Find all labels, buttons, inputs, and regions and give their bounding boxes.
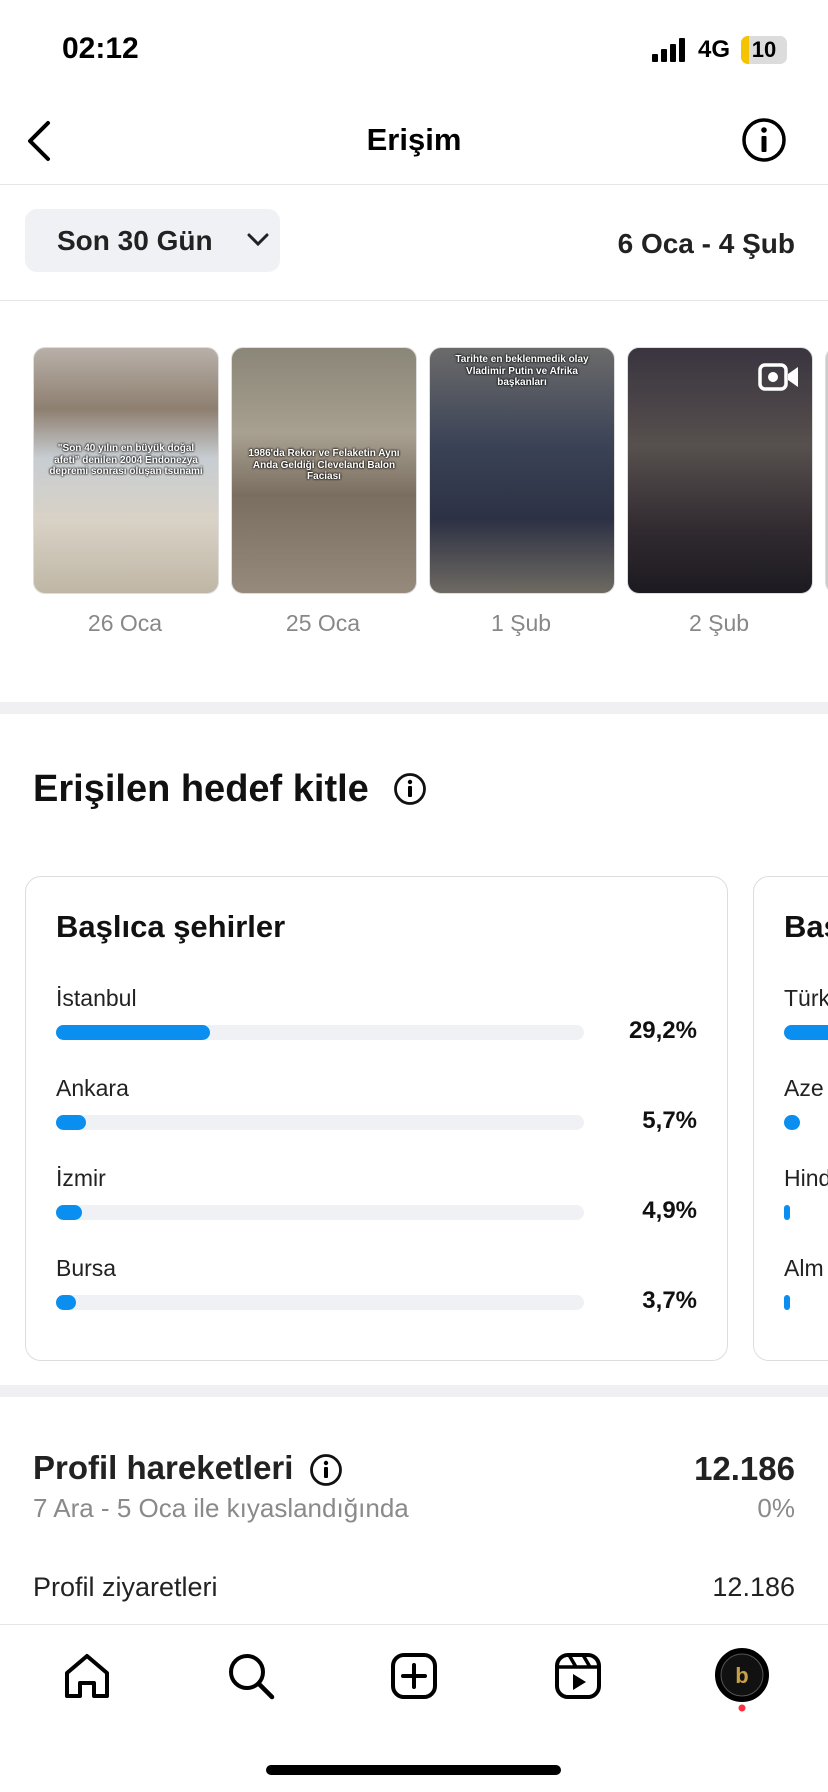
card-title: Baş xyxy=(784,909,828,944)
post-thumbnail[interactable]: 316 xyxy=(627,347,813,594)
back-button[interactable] xyxy=(24,120,54,162)
city-percent: 4,9% xyxy=(642,1197,697,1224)
bar-track xyxy=(56,1025,584,1040)
signal-icon xyxy=(652,38,685,62)
section-gap xyxy=(0,702,828,714)
search-tab[interactable] xyxy=(226,1651,276,1701)
network: 4G xyxy=(698,36,731,63)
city-percent: 5,7% xyxy=(642,1107,697,1134)
city-name: Bursa xyxy=(56,1255,117,1281)
date-range: 6 Oca - 4 Şub xyxy=(617,228,795,259)
home-tab[interactable] xyxy=(62,1651,112,1701)
post-date: 25 Oca xyxy=(285,610,361,636)
visits-label: Profil ziyaretleri xyxy=(33,1572,218,1602)
country-name: Hind xyxy=(784,1165,828,1191)
video-icon xyxy=(758,363,798,391)
period-label: Son 30 Gün xyxy=(57,225,213,256)
cities-card: Başlıca şehirler İstanbul 29,2% Ankara 5,7%… xyxy=(25,876,728,1361)
bar-track xyxy=(784,1115,800,1130)
home-indicator xyxy=(266,1765,561,1775)
info-button[interactable] xyxy=(741,117,787,163)
post-thumbnail[interactable]: Tarihte en beklenmedik olay Vladimir Put… xyxy=(429,347,615,594)
bar-track xyxy=(784,1205,790,1220)
country-name: Alm xyxy=(784,1255,824,1281)
city-percent: 3,7% xyxy=(642,1287,697,1314)
bar-track xyxy=(784,1295,790,1310)
reels-tab[interactable] xyxy=(553,1651,603,1701)
time: 02:12 xyxy=(62,32,139,65)
post-date: 26 Oca xyxy=(87,610,163,636)
info-icon[interactable] xyxy=(393,772,427,806)
post-date: 1 Şub xyxy=(490,610,552,636)
create-tab[interactable] xyxy=(389,1651,439,1701)
profile-change: 0% xyxy=(757,1493,795,1523)
card-title: Başlıca şehirler xyxy=(56,909,286,944)
countries-card: Baş Türk Aze Hind Alm xyxy=(753,876,828,1361)
city-name: İstanbul xyxy=(56,985,137,1011)
bar xyxy=(56,1025,211,1040)
battery: 10 xyxy=(741,36,787,64)
divider xyxy=(0,184,828,185)
profile-tab[interactable]: b xyxy=(714,1647,770,1713)
city-name: İzmir xyxy=(56,1165,106,1191)
tab-bar: b xyxy=(0,1624,828,1792)
post-caption: "Son 40 yılın en büyük doğal afeti" deni… xyxy=(49,443,203,477)
city-name: Ankara xyxy=(56,1075,129,1101)
compare-range: 7 Ara - 5 Oca ile kıyaslandığında xyxy=(33,1493,409,1523)
post-thumbnail[interactable]: "Son 40 yılın en büyük doğal afeti" deni… xyxy=(33,347,219,594)
bar xyxy=(56,1205,82,1220)
city-percent: 29,2% xyxy=(628,1017,697,1044)
post-date: 2 Şub xyxy=(688,610,750,636)
divider xyxy=(0,300,828,301)
battery-level: 10 xyxy=(751,37,777,62)
post-caption: Tarihte en beklenmedik olay Vladimir Put… xyxy=(455,354,589,388)
country-name: Türk xyxy=(784,985,828,1011)
bar xyxy=(56,1295,76,1310)
period-dropdown[interactable]: Son 30 Gün xyxy=(25,209,280,272)
section-title: Erişilen hedef kitle xyxy=(33,768,369,810)
bar-track xyxy=(56,1295,584,1310)
profile-total: 12.186 xyxy=(694,1450,795,1487)
chevron xyxy=(247,233,269,247)
section-gap xyxy=(0,1385,828,1397)
post-thumbnail[interactable]: 1986'da Rekor ve Felaketin Aynı Anda Gel… xyxy=(231,347,417,594)
bar-track xyxy=(784,1025,828,1040)
info-icon[interactable] xyxy=(309,1453,343,1487)
bar-track xyxy=(56,1115,584,1130)
svg-text:b: b xyxy=(735,1663,748,1688)
visits-value: 12.186 xyxy=(712,1572,795,1602)
page-title: Erişim xyxy=(366,122,462,157)
post-caption: 1986'da Rekor ve Felaketin Aynı Anda Gel… xyxy=(248,448,400,482)
bar xyxy=(56,1115,87,1130)
bar-track xyxy=(56,1205,584,1220)
country-name: Aze xyxy=(784,1075,824,1101)
profile-title: Profil hareketleri xyxy=(33,1449,294,1486)
